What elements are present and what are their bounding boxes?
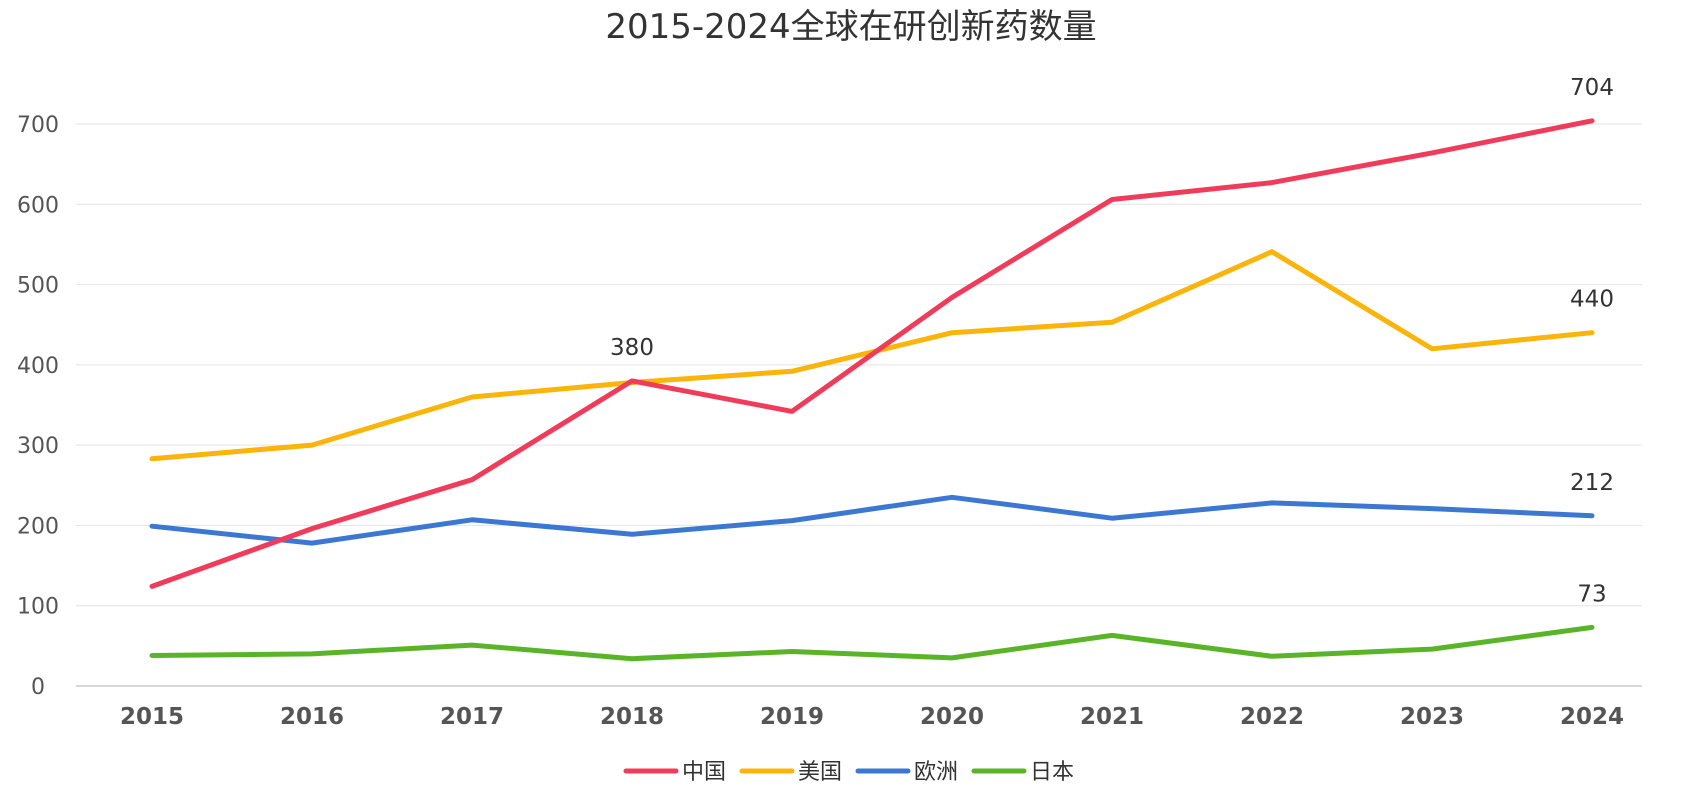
series-lines bbox=[149, 118, 1595, 662]
legend-item-欧洲[interactable]: 欧洲 bbox=[855, 760, 958, 785]
legend-label: 日本 bbox=[1030, 760, 1074, 785]
y-tick-label: 200 bbox=[17, 514, 59, 539]
y-tick-label: 400 bbox=[17, 354, 59, 379]
x-tick-label: 2024 bbox=[1560, 704, 1624, 730]
data-label: 440 bbox=[1570, 287, 1614, 313]
series-line-日本[interactable] bbox=[149, 624, 1595, 662]
legend-label: 中国 bbox=[682, 760, 726, 785]
legend-item-中国[interactable]: 中国 bbox=[623, 760, 726, 785]
legend[interactable]: 中国 美国 欧洲 日本 bbox=[623, 760, 1074, 785]
x-tick-label: 2021 bbox=[1080, 704, 1144, 730]
y-tick-label: 600 bbox=[17, 193, 59, 218]
y-tick-label: 700 bbox=[17, 113, 59, 138]
legend-label: 美国 bbox=[798, 760, 842, 785]
legend-label: 欧洲 bbox=[914, 760, 958, 785]
x-tick-label: 2020 bbox=[920, 704, 984, 730]
data-label: 704 bbox=[1570, 75, 1614, 101]
x-tick-label: 2016 bbox=[280, 704, 344, 730]
x-tick-label: 2019 bbox=[760, 704, 824, 730]
data-label: 73 bbox=[1577, 581, 1606, 607]
series-line-欧洲[interactable] bbox=[149, 494, 1595, 546]
y-tick-label: 100 bbox=[17, 595, 59, 620]
chart-title: 2015-2024全球在研创新药数量 bbox=[605, 7, 1096, 47]
y-tick-label: 0 bbox=[31, 675, 45, 700]
y-tick-label: 500 bbox=[17, 274, 59, 299]
x-tick-label: 2023 bbox=[1400, 704, 1464, 730]
data-label: 212 bbox=[1570, 470, 1614, 496]
y-axis: 0 100 200 300 400 500 600 700 bbox=[17, 113, 59, 700]
x-tick-label: 2017 bbox=[440, 704, 504, 730]
legend-item-美国[interactable]: 美国 bbox=[739, 760, 842, 785]
data-labels: 380 704 440 212 73 bbox=[610, 75, 1614, 608]
series-line-中国[interactable] bbox=[149, 118, 1595, 589]
grid bbox=[76, 123, 1642, 687]
x-axis: 2015 2016 2017 2018 2019 2020 2021 2022 2023 2024 bbox=[120, 704, 1624, 730]
legend-item-日本[interactable]: 日本 bbox=[971, 760, 1074, 785]
x-tick-label: 2022 bbox=[1240, 704, 1304, 730]
y-tick-label: 300 bbox=[17, 434, 59, 459]
x-tick-label: 2015 bbox=[120, 704, 184, 730]
x-tick-label: 2018 bbox=[600, 704, 664, 730]
data-label: 380 bbox=[610, 335, 654, 361]
